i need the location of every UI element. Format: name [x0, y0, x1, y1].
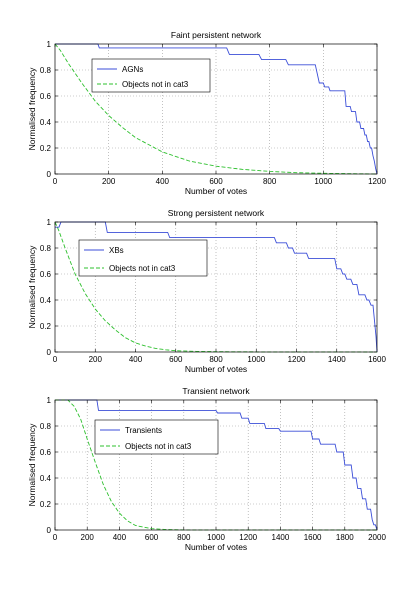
- x-tick-label: 200: [102, 177, 116, 186]
- chart-panel: 0 200 400 600 800 1000 1200 1400 1600 0 0.2 0.4 0.6 0…: [27, 208, 386, 374]
- series-line-main: [55, 43, 378, 175]
- x-tick-label: 800: [209, 355, 223, 364]
- legend-label: Objects not in cat3: [109, 264, 176, 273]
- x-tick-label: 1200: [288, 355, 306, 364]
- x-tick-label: 400: [113, 533, 127, 542]
- axes-frame: [54, 43, 378, 175]
- x-tick-label: 600: [169, 355, 183, 364]
- x-tick-label: 2000: [368, 533, 386, 542]
- axes-frame: [54, 399, 378, 531]
- chart-title: Strong persistent network: [168, 208, 265, 218]
- x-tick-label: 200: [81, 533, 95, 542]
- legend-label: XBs: [109, 246, 124, 255]
- x-tick-label: 1200: [368, 177, 386, 186]
- x-tick-label: 400: [156, 177, 170, 186]
- x-tick-label: 1600: [368, 355, 386, 364]
- x-axis-label: Number of votes: [185, 542, 247, 552]
- y-axis-label: Normalised frequency: [27, 423, 37, 506]
- y-tick-label: 0.6: [40, 270, 52, 279]
- y-tick-label: 0: [47, 526, 52, 535]
- x-tick-label: 1800: [336, 533, 354, 542]
- y-axis-label: Normalised frequency: [27, 245, 37, 328]
- legend-label: AGNs: [122, 65, 143, 74]
- x-axis-label: Number of votes: [185, 186, 247, 196]
- y-tick-label: 1: [47, 40, 52, 49]
- x-tick-label: 600: [209, 177, 223, 186]
- x-tick-label: 1400: [328, 355, 346, 364]
- y-tick-label: 0: [47, 348, 52, 357]
- y-tick-label: 0.4: [40, 118, 52, 127]
- y-tick-label: 1: [47, 396, 52, 405]
- y-tick-label: 0.8: [40, 66, 52, 75]
- series-line-main: [55, 399, 378, 531]
- x-tick-label: 200: [89, 355, 103, 364]
- x-tick-label: 1600: [304, 533, 322, 542]
- x-tick-label: 1200: [239, 533, 257, 542]
- legend-box: [91, 58, 211, 93]
- axes-frame: [54, 221, 378, 353]
- legend-label: Objects not in cat3: [125, 442, 192, 451]
- legend: Transients Objects not in cat3: [94, 419, 219, 455]
- legend-label: Transients: [125, 426, 162, 435]
- x-tick-label: 800: [177, 533, 191, 542]
- x-axis-label: Number of votes: [185, 364, 247, 374]
- x-tick-label: 0: [53, 533, 58, 542]
- y-tick-label: 0.4: [40, 474, 52, 483]
- series-line-objects-not-in-cat3: [55, 399, 378, 531]
- y-tick-label: 0.2: [40, 144, 52, 153]
- chart-panel: 0 200 400 600 800 1000 1200 0 0.2 0.4 0.6 0.8 1 Faint…: [27, 30, 386, 196]
- y-tick-label: 0: [47, 170, 52, 179]
- y-tick-label: 0.4: [40, 296, 52, 305]
- y-tick-label: 0.8: [40, 422, 52, 431]
- y-tick-label: 0.2: [40, 322, 52, 331]
- x-tick-label: 1400: [272, 533, 290, 542]
- legend-box: [78, 239, 208, 277]
- chart-title: Faint persistent network: [171, 30, 262, 40]
- x-tick-label: 0: [53, 355, 58, 364]
- x-tick-label: 0: [53, 177, 58, 186]
- series-line-objects-not-in-cat3: [54, 221, 378, 353]
- y-axis-label: Normalised frequency: [27, 67, 37, 150]
- series-line-main: [55, 221, 378, 353]
- chart-title: Transient network: [182, 386, 250, 396]
- y-tick-label: 0.6: [40, 92, 52, 101]
- legend: AGNs Objects not in cat3: [91, 58, 211, 93]
- legend-label: Objects not in cat3: [122, 80, 189, 89]
- x-tick-label: 800: [263, 177, 277, 186]
- y-tick-label: 0.8: [40, 244, 52, 253]
- x-tick-label: 400: [129, 355, 143, 364]
- x-tick-label: 600: [145, 533, 159, 542]
- x-tick-label: 1000: [247, 355, 265, 364]
- y-tick-label: 1: [47, 218, 52, 227]
- chart-panel: 0 200 400 600 800 1000 1200 1400 1600 1800 2000 0 0.…: [27, 386, 386, 552]
- x-tick-label: 1000: [314, 177, 332, 186]
- legend: XBs Objects not in cat3: [78, 239, 208, 277]
- legend-box: [94, 419, 219, 455]
- series-line-objects-not-in-cat3: [54, 43, 378, 175]
- x-tick-label: 1000: [207, 533, 225, 542]
- y-tick-label: 0.6: [40, 448, 52, 457]
- y-tick-label: 0.2: [40, 500, 52, 509]
- plot-area: [55, 400, 377, 530]
